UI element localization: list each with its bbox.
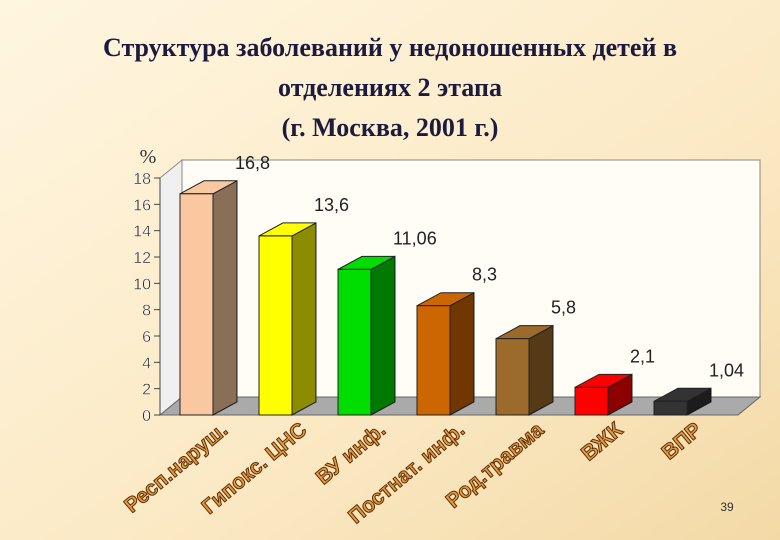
value-label: 8,3 <box>472 265 497 285</box>
bar <box>179 193 214 416</box>
y-tick-label: 4 <box>142 355 151 372</box>
chart-title: (г. Москва, 2001 г.) <box>282 113 499 142</box>
bar <box>258 235 293 416</box>
y-tick-label: 8 <box>142 303 151 320</box>
value-label: 11,06 <box>393 228 437 248</box>
value-label: 13,6 <box>314 195 349 215</box>
y-tick-label: 16 <box>133 197 151 214</box>
value-label: 16,8 <box>235 153 270 173</box>
bar-side-shade <box>450 292 474 415</box>
y-tick-label: 6 <box>142 329 151 346</box>
bar-side-shade <box>213 180 237 415</box>
bar <box>574 386 609 416</box>
value-label: 2,1 <box>630 346 655 366</box>
bar-side-shade <box>292 222 316 415</box>
y-tick-label: 0 <box>142 408 151 425</box>
y-tick-label: 2 <box>142 382 151 399</box>
value-label: 1,04 <box>709 360 744 380</box>
y-tick-label: 12 <box>133 250 151 267</box>
chart-title: Структура заболеваний у недоношенных дет… <box>103 33 677 62</box>
y-axis-label: % <box>140 146 157 168</box>
bar <box>416 305 451 416</box>
value-label: 5,8 <box>551 298 576 318</box>
bar <box>337 268 372 416</box>
bar-side-shade <box>687 388 711 415</box>
y-tick-label: 14 <box>133 224 151 241</box>
chart-title: отделениях 2 этапа <box>278 73 502 102</box>
bar-side-shade <box>529 325 553 415</box>
y-tick-label: 18 <box>133 171 151 188</box>
y-tick-label: 10 <box>133 276 151 293</box>
bar-side-shade <box>371 256 395 415</box>
bar <box>495 338 530 416</box>
page-number: 39 <box>720 500 734 514</box>
bar <box>653 400 688 416</box>
side-wall <box>159 158 183 417</box>
